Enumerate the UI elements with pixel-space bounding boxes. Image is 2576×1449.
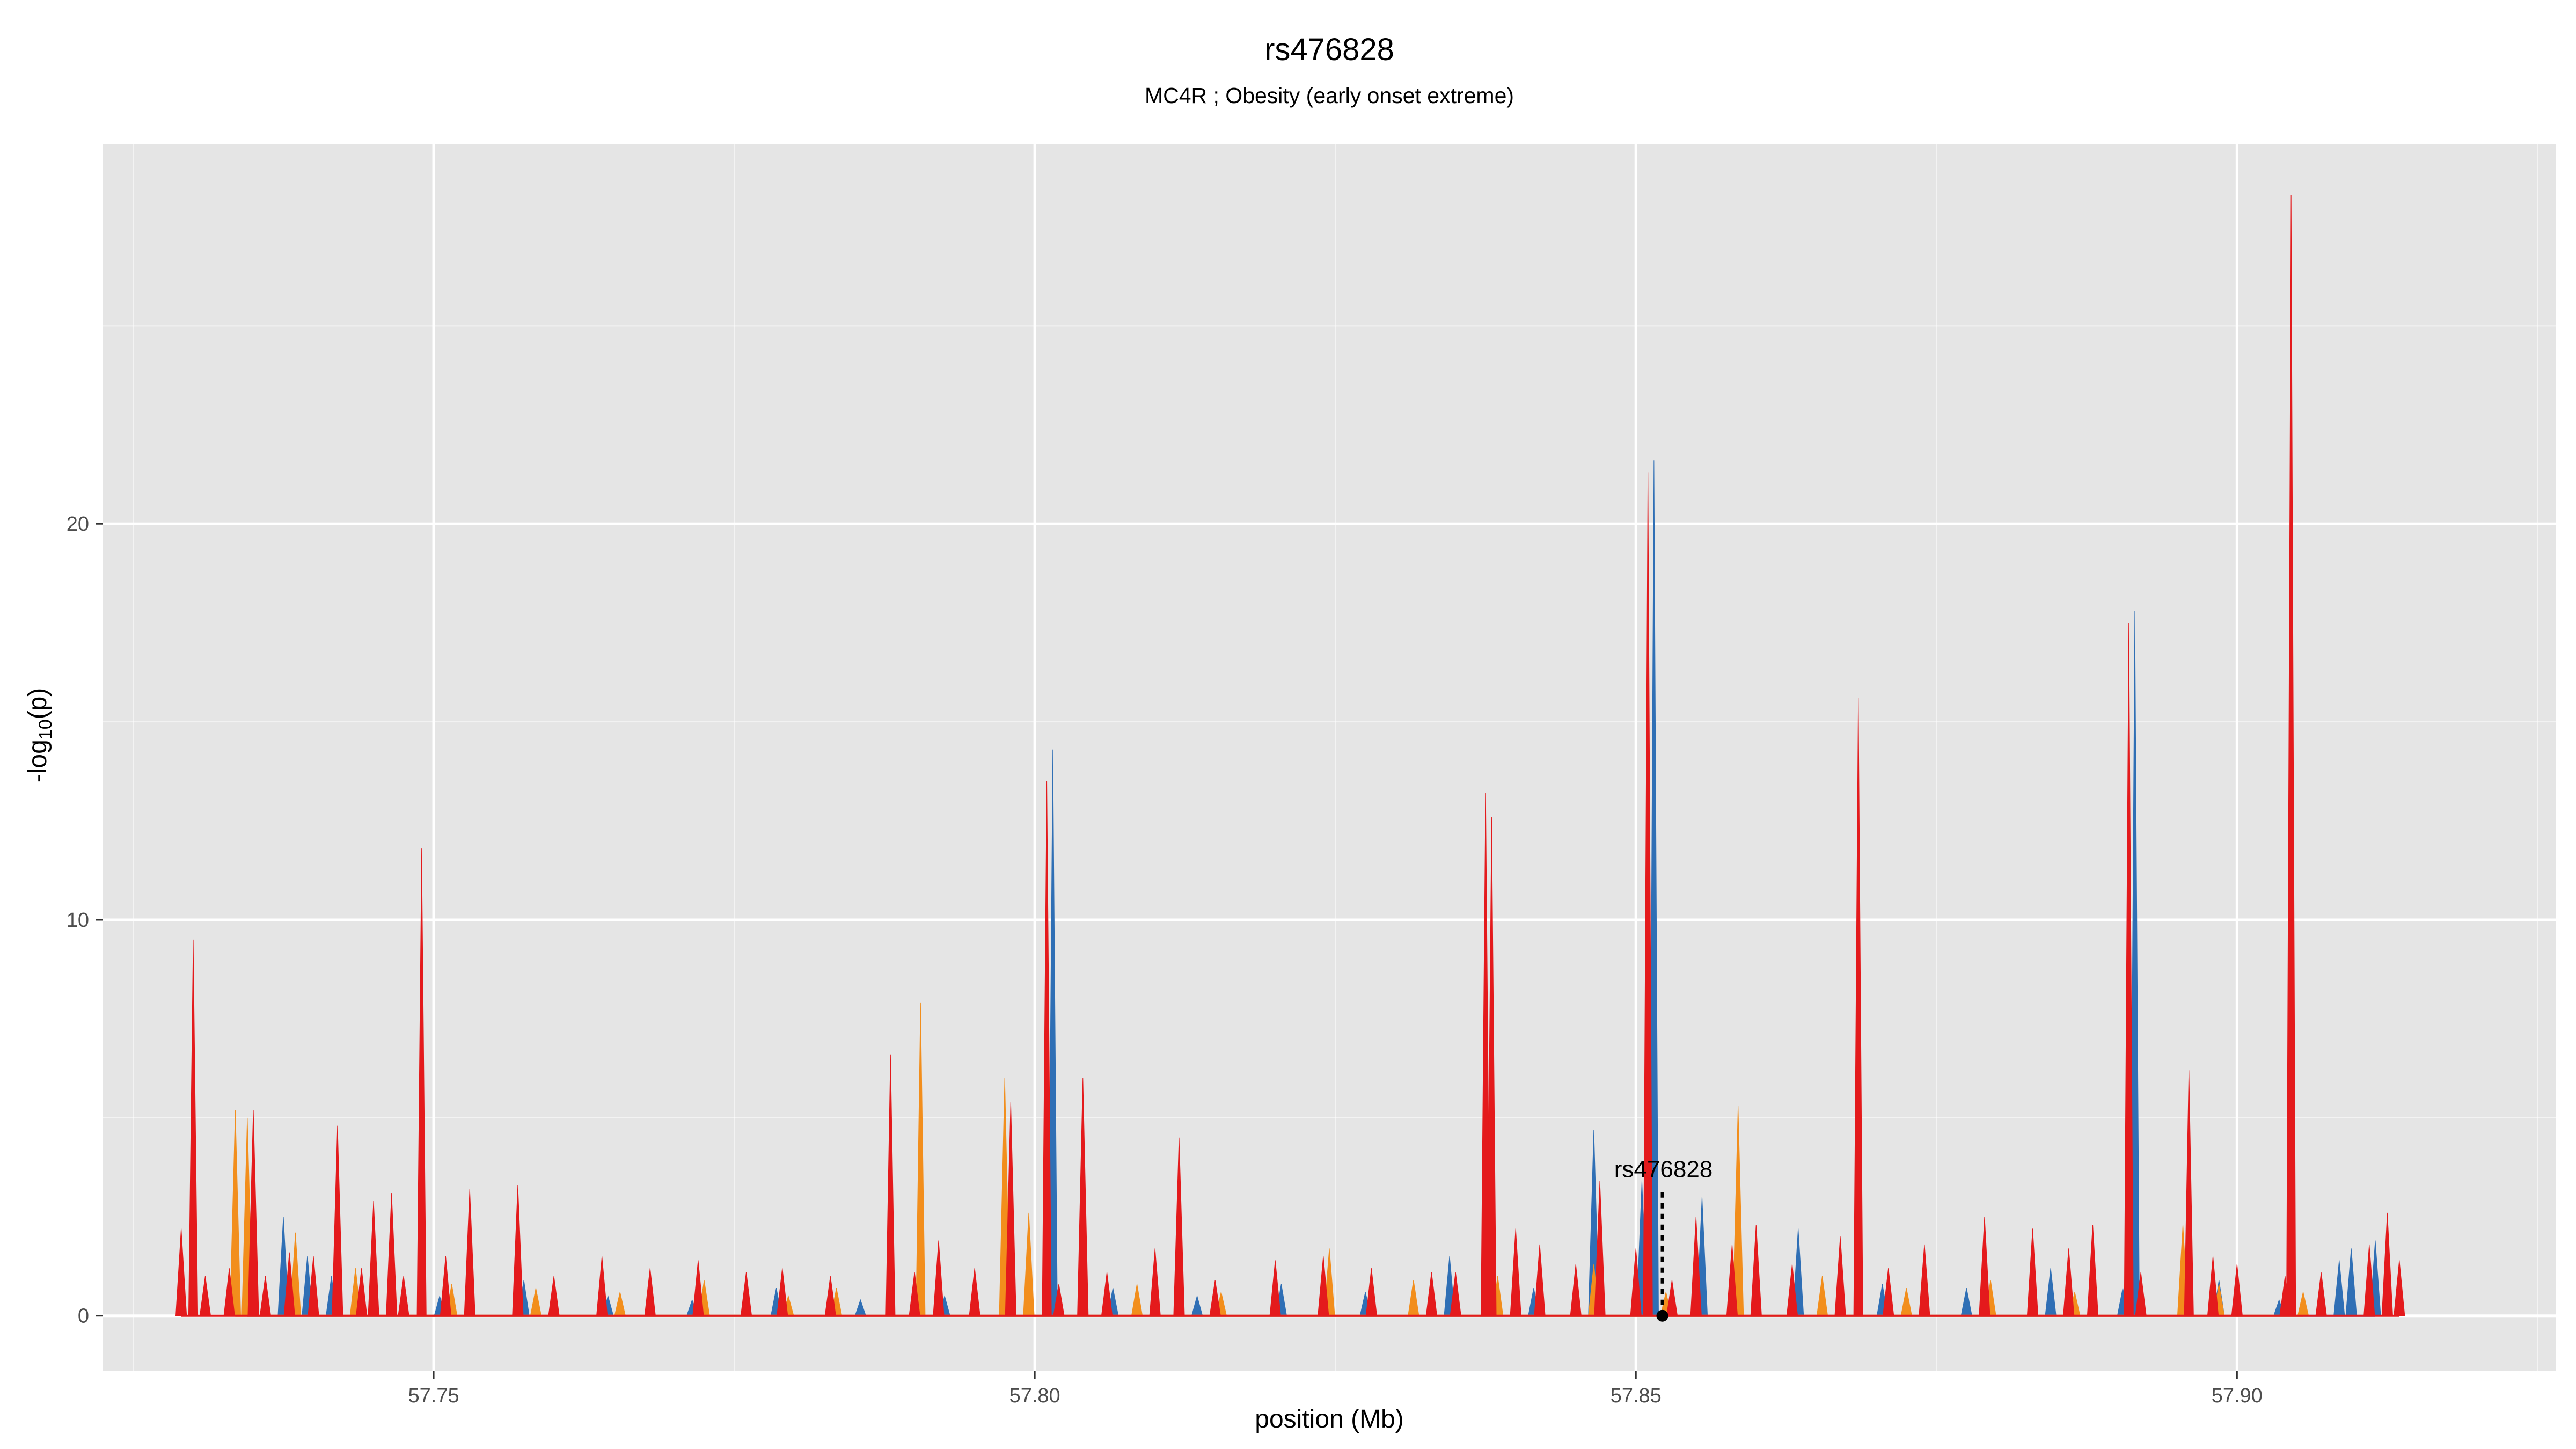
peak <box>2135 1272 2147 1316</box>
x-tick-label: 57.85 <box>1611 1385 1662 1407</box>
peak <box>512 1185 524 1316</box>
peak <box>740 1272 752 1316</box>
peak <box>308 1256 319 1316</box>
peak <box>1487 817 1497 1316</box>
peak <box>199 1276 211 1316</box>
peak <box>2063 1248 2075 1316</box>
chart-title: rs476828 <box>1264 32 1394 67</box>
peak <box>1450 1272 1461 1316</box>
peak <box>1042 781 1052 1316</box>
peak <box>2394 1260 2405 1316</box>
peak <box>2207 1256 2219 1316</box>
peak <box>1834 1236 1846 1316</box>
peak <box>1666 1280 1678 1316</box>
peak <box>1534 1244 1546 1316</box>
peak <box>1077 1078 1089 1316</box>
peak <box>2363 1244 2375 1316</box>
peak <box>1209 1280 1221 1316</box>
peak <box>969 1268 980 1316</box>
peak <box>1149 1248 1161 1316</box>
peak <box>1883 1268 1894 1316</box>
y-axis-title: -log10(p) <box>24 688 56 783</box>
peak <box>1690 1217 1702 1316</box>
peak <box>1173 1137 1185 1316</box>
peak <box>188 939 199 1316</box>
x-tick-label: 57.80 <box>1009 1385 1060 1407</box>
y-axis: 0 10 20 <box>67 513 103 1328</box>
peak <box>596 1256 608 1316</box>
peak <box>2184 1070 2194 1316</box>
peak <box>1570 1264 1582 1316</box>
series-2 <box>175 195 2405 1317</box>
peak <box>368 1201 379 1316</box>
peak <box>1853 698 1863 1316</box>
peak <box>1979 1217 1990 1316</box>
peak <box>247 1110 259 1316</box>
peak <box>1053 1284 1065 1316</box>
peak <box>464 1189 475 1316</box>
peak <box>1269 1260 1281 1316</box>
peak <box>2381 1212 2393 1316</box>
peak <box>1481 793 1491 1316</box>
grid-minor <box>103 144 2556 1371</box>
peak <box>283 1252 295 1316</box>
peak <box>1005 1102 1016 1316</box>
peak <box>1726 1244 1738 1316</box>
y-axis-title-tail: (p) <box>24 688 52 720</box>
peak <box>1365 1268 1378 1316</box>
x-axis-title: position (Mb) <box>1255 1405 1403 1433</box>
peak <box>1919 1244 1930 1316</box>
chart-subtitle: MC4R ; Obesity (early onset extreme) <box>1145 83 1514 108</box>
peak <box>2026 1228 2039 1316</box>
peak <box>1630 1248 1642 1316</box>
y-axis-title-subscript: 10 <box>35 719 56 740</box>
peak <box>440 1256 452 1316</box>
peak <box>933 1240 945 1316</box>
peak <box>1594 1181 1606 1316</box>
highlight-layer: rs476828 <box>1614 1157 1713 1322</box>
peak <box>1643 472 1653 1316</box>
peak <box>644 1268 656 1316</box>
peak <box>1786 1264 1798 1316</box>
peak <box>692 1260 704 1316</box>
x-axis: 57.75 57.80 57.85 57.90 <box>408 1371 2263 1407</box>
peak <box>2286 195 2296 1316</box>
peak <box>386 1192 398 1316</box>
peak <box>416 848 427 1316</box>
peak <box>356 1268 368 1316</box>
series-layer <box>175 195 2405 1317</box>
peak <box>332 1125 343 1316</box>
plot-panel <box>103 144 2556 1371</box>
y-tick-label: 0 <box>78 1305 89 1328</box>
peak <box>398 1276 409 1316</box>
peak <box>1425 1272 1438 1316</box>
peak <box>1101 1272 1113 1316</box>
peak <box>1510 1228 1521 1316</box>
highlight-point <box>1656 1309 1668 1322</box>
highlight-label: rs476828 <box>1614 1157 1713 1183</box>
peak <box>1318 1256 1329 1316</box>
y-axis-title-main: -log <box>24 740 52 782</box>
x-tick-label: 57.90 <box>2212 1385 2263 1407</box>
peak <box>1750 1225 1762 1316</box>
y-tick-label: 20 <box>67 513 89 536</box>
peak <box>824 1276 836 1316</box>
x-tick-label: 57.75 <box>408 1385 459 1407</box>
peak <box>2315 1272 2327 1316</box>
peak <box>548 1276 560 1316</box>
peak <box>777 1268 788 1316</box>
peak <box>223 1268 235 1316</box>
peak <box>909 1272 920 1316</box>
peak <box>885 1054 896 1316</box>
peak <box>259 1276 272 1316</box>
peak <box>175 1228 187 1316</box>
peak <box>2231 1264 2243 1316</box>
grid-major <box>103 144 2556 1371</box>
y-tick-label: 10 <box>67 909 89 932</box>
peak <box>2087 1225 2099 1316</box>
peak <box>2124 623 2134 1316</box>
